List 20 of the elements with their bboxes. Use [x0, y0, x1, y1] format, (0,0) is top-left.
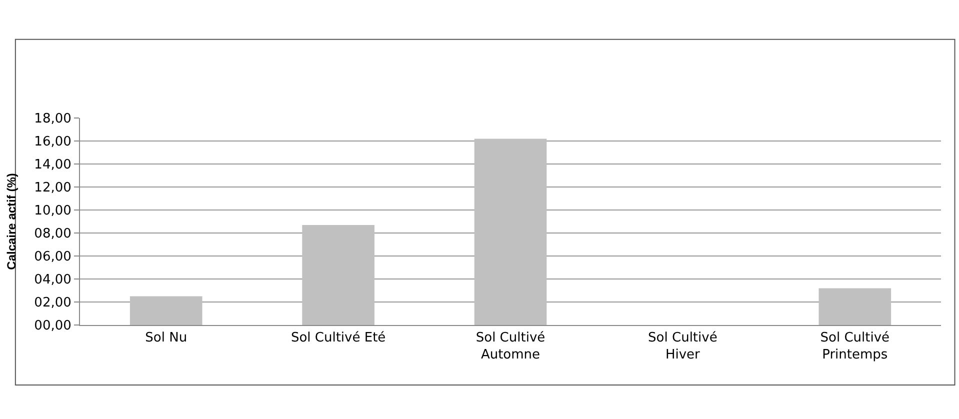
bar: [302, 224, 374, 325]
y-tick-label: 12,00: [34, 180, 72, 196]
bar: [130, 296, 202, 325]
x-tick-label: Sol Cultivé Automne: [476, 330, 546, 362]
x-tick-label: Sol Cultivé Eté: [290, 330, 386, 346]
y-tick-label: 16,00: [34, 134, 72, 150]
x-tick-label: Sol Nu: [145, 330, 188, 346]
y-tick-label: 08,00: [34, 226, 72, 242]
bar: [474, 138, 547, 325]
x-tick-label: Sol Cultivé Printemps: [820, 330, 890, 362]
y-tick-label: 02,00: [34, 296, 72, 311]
x-tick-label: Sol Cultivé Hiver: [648, 330, 718, 362]
y-tick-label: 06,00: [34, 250, 72, 265]
y-tick-label: 10,00: [34, 204, 72, 219]
y-tick-label: 00,00: [34, 318, 72, 334]
y-tick-label: 04,00: [34, 272, 72, 288]
y-tick-label: 14,00: [34, 158, 72, 173]
y-tick-label: 18,00: [34, 112, 72, 127]
y-axis-title: Calcaire actif (%): [4, 173, 18, 270]
bar: [818, 288, 892, 325]
